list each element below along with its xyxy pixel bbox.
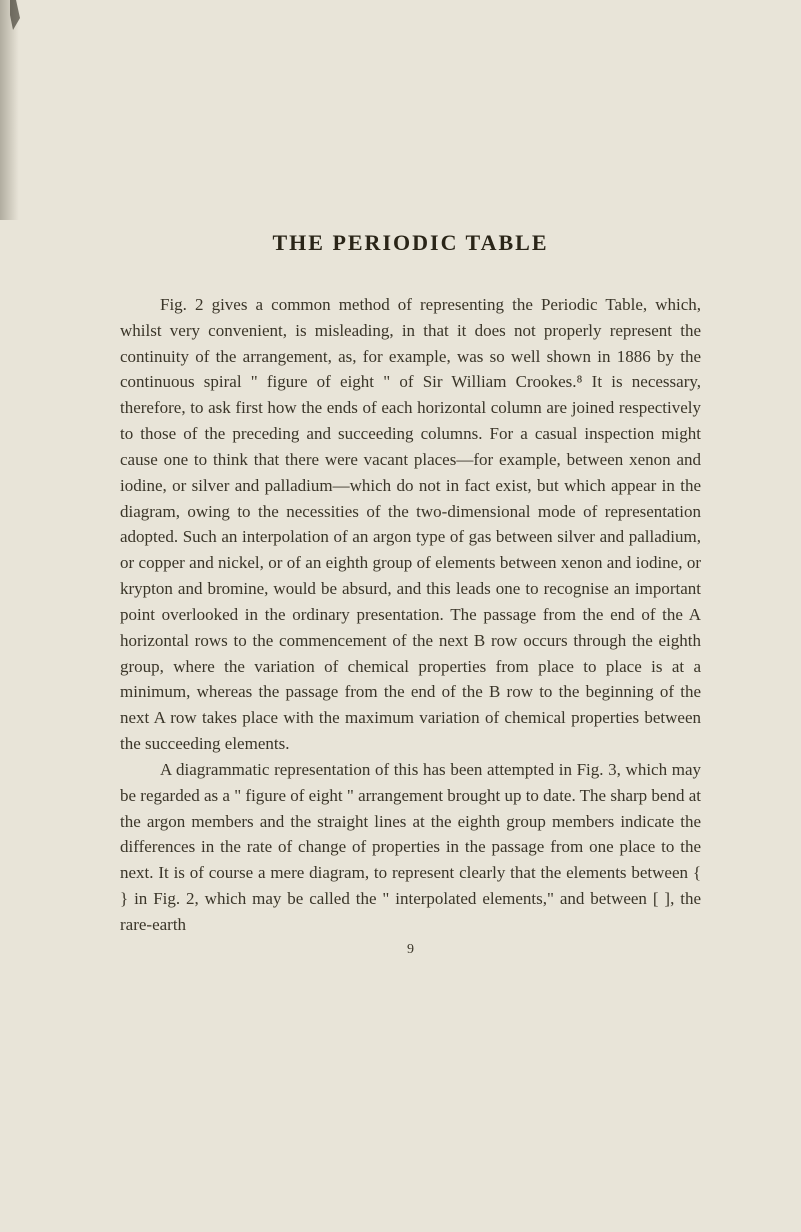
- paragraph-2: A diagrammatic representation of this ha…: [120, 757, 701, 938]
- paragraph-1: Fig. 2 gives a common method of represen…: [120, 292, 701, 757]
- document-page: THE PERIODIC TABLE Fig. 2 gives a common…: [0, 0, 801, 998]
- page-heading: THE PERIODIC TABLE: [120, 230, 701, 256]
- page-number: 9: [120, 942, 701, 958]
